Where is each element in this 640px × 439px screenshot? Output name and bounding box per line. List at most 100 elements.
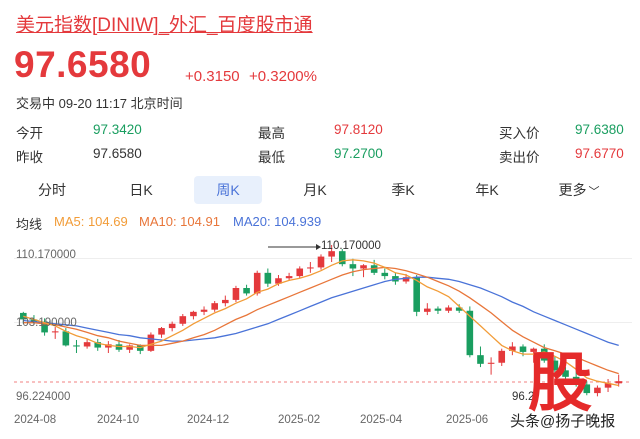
candle-body: [572, 376, 580, 385]
candle-body: [424, 308, 431, 312]
trading-status: 交易中 09-20 11:17 北京时间: [16, 96, 183, 111]
low-label: 最低: [258, 150, 285, 165]
candle-body: [83, 342, 91, 347]
ma5-value: MA5: 104.69: [54, 214, 128, 229]
candle-body: [402, 277, 410, 282]
watermark-caption: 头条@扬子晚报: [510, 413, 616, 430]
candle-body: [168, 323, 176, 329]
x-axis-label-5: 2025-06: [446, 414, 489, 426]
y-axis-bottom-label: 96.224000: [16, 391, 71, 403]
candle-body: [360, 265, 367, 269]
candle-body: [562, 370, 569, 377]
y-axis-top-label: 110.170000: [16, 249, 76, 261]
x-axis-label-1: 2024-10: [97, 414, 140, 426]
candle-body: [498, 350, 506, 363]
candle-body: [126, 345, 133, 350]
price-change-percent: +0.3200%: [249, 68, 317, 85]
high-label: 最高: [258, 126, 285, 141]
candle-body: [434, 308, 442, 311]
candle-body: [477, 355, 484, 364]
candle-body: [296, 268, 304, 277]
prev-close-label: 昨收: [16, 150, 43, 165]
candle-body: [62, 331, 70, 346]
candle-body: [73, 345, 80, 347]
max-price-annotation: 110.170000: [321, 240, 381, 252]
open-label: 今开: [16, 126, 43, 141]
candle-body: [445, 307, 452, 311]
prev-close-value: 97.6580: [93, 146, 142, 161]
page-title[interactable]: 美元指数[DINIW]_外汇_百度股市通: [16, 15, 313, 36]
tab-weekly-k[interactable]: 周K: [194, 176, 262, 204]
bid-label: 买入价: [499, 126, 540, 141]
y-axis-mid-label: 103.190000: [16, 317, 77, 329]
tab-more[interactable]: 更多 ﹀: [548, 176, 610, 204]
tab-daily-k[interactable]: 日K: [129, 182, 153, 198]
candle-body: [540, 348, 548, 361]
candle-body: [147, 334, 155, 351]
candle-body: [190, 311, 197, 317]
candle-body: [94, 342, 102, 348]
tab-intraday[interactable]: 分时: [38, 182, 66, 198]
ma20-line: [23, 276, 619, 347]
x-axis-label-4: 2025-04: [360, 414, 403, 426]
x-axis-label-3: 2025-02: [278, 414, 321, 426]
candle-body: [200, 309, 208, 312]
x-axis-label-2: 2024-12: [187, 414, 230, 426]
candle-body: [551, 360, 559, 371]
candle-body: [264, 272, 272, 284]
grid-line-mid: [14, 322, 632, 323]
candle-body: [51, 331, 59, 333]
candle-body: [349, 264, 357, 269]
candle-body: [338, 251, 346, 265]
candle-body: [179, 316, 187, 324]
candle-body: [232, 288, 240, 300]
candle-body: [211, 303, 218, 310]
ma-label: 均线: [16, 217, 43, 232]
ma5-line: [23, 259, 619, 387]
candle-body: [222, 299, 229, 304]
candle-body: [275, 278, 282, 284]
ask-value: 97.6770: [575, 146, 624, 161]
candle-body: [285, 276, 293, 279]
price-change: +0.3150: [185, 68, 240, 85]
candle-body: [519, 346, 527, 352]
candle-body: [530, 348, 537, 352]
candle-body: [307, 267, 314, 269]
ma10-value: MA10: 104.91: [139, 214, 220, 229]
low-value: 97.2700: [334, 146, 383, 161]
candle-body: [41, 321, 48, 333]
candle-body: [583, 384, 591, 394]
candle-body: [413, 277, 420, 312]
max-annotation-arrow: [316, 244, 321, 250]
candle-body: [328, 251, 335, 257]
candle-body: [243, 288, 250, 294]
candle-body: [509, 346, 516, 351]
candle-body: [30, 319, 38, 322]
candle-body: [615, 381, 622, 384]
candle-body: [604, 383, 612, 388]
candle-body: [317, 256, 325, 268]
ask-label: 卖出价: [499, 150, 540, 165]
candle-body: [381, 272, 389, 277]
tab-yearly-k[interactable]: 年K: [475, 182, 499, 198]
tab-monthly-k[interactable]: 月K: [303, 182, 327, 198]
candle-body: [455, 307, 463, 311]
candle-body: [487, 362, 495, 364]
tab-quarterly-k[interactable]: 季K: [391, 182, 415, 198]
ma20-value: MA20: 104.939: [233, 214, 322, 229]
candle-body: [158, 328, 165, 335]
candle-body: [594, 387, 601, 394]
chevron-down-icon: ﹀: [588, 186, 600, 198]
open-value: 97.3420: [93, 122, 142, 137]
current-price: 97.6580: [14, 44, 152, 85]
watermark-logo: 股: [528, 346, 592, 421]
min-price-annotation: 96.2: [512, 391, 535, 403]
ma10-line: [23, 266, 619, 375]
x-axis-label-0: 2024-08: [14, 414, 57, 426]
candle-body: [466, 310, 474, 356]
candle-body: [253, 272, 261, 294]
tab-more-label: 更多: [558, 182, 587, 198]
high-value: 97.8120: [334, 122, 383, 137]
bid-value: 97.6380: [575, 122, 624, 137]
